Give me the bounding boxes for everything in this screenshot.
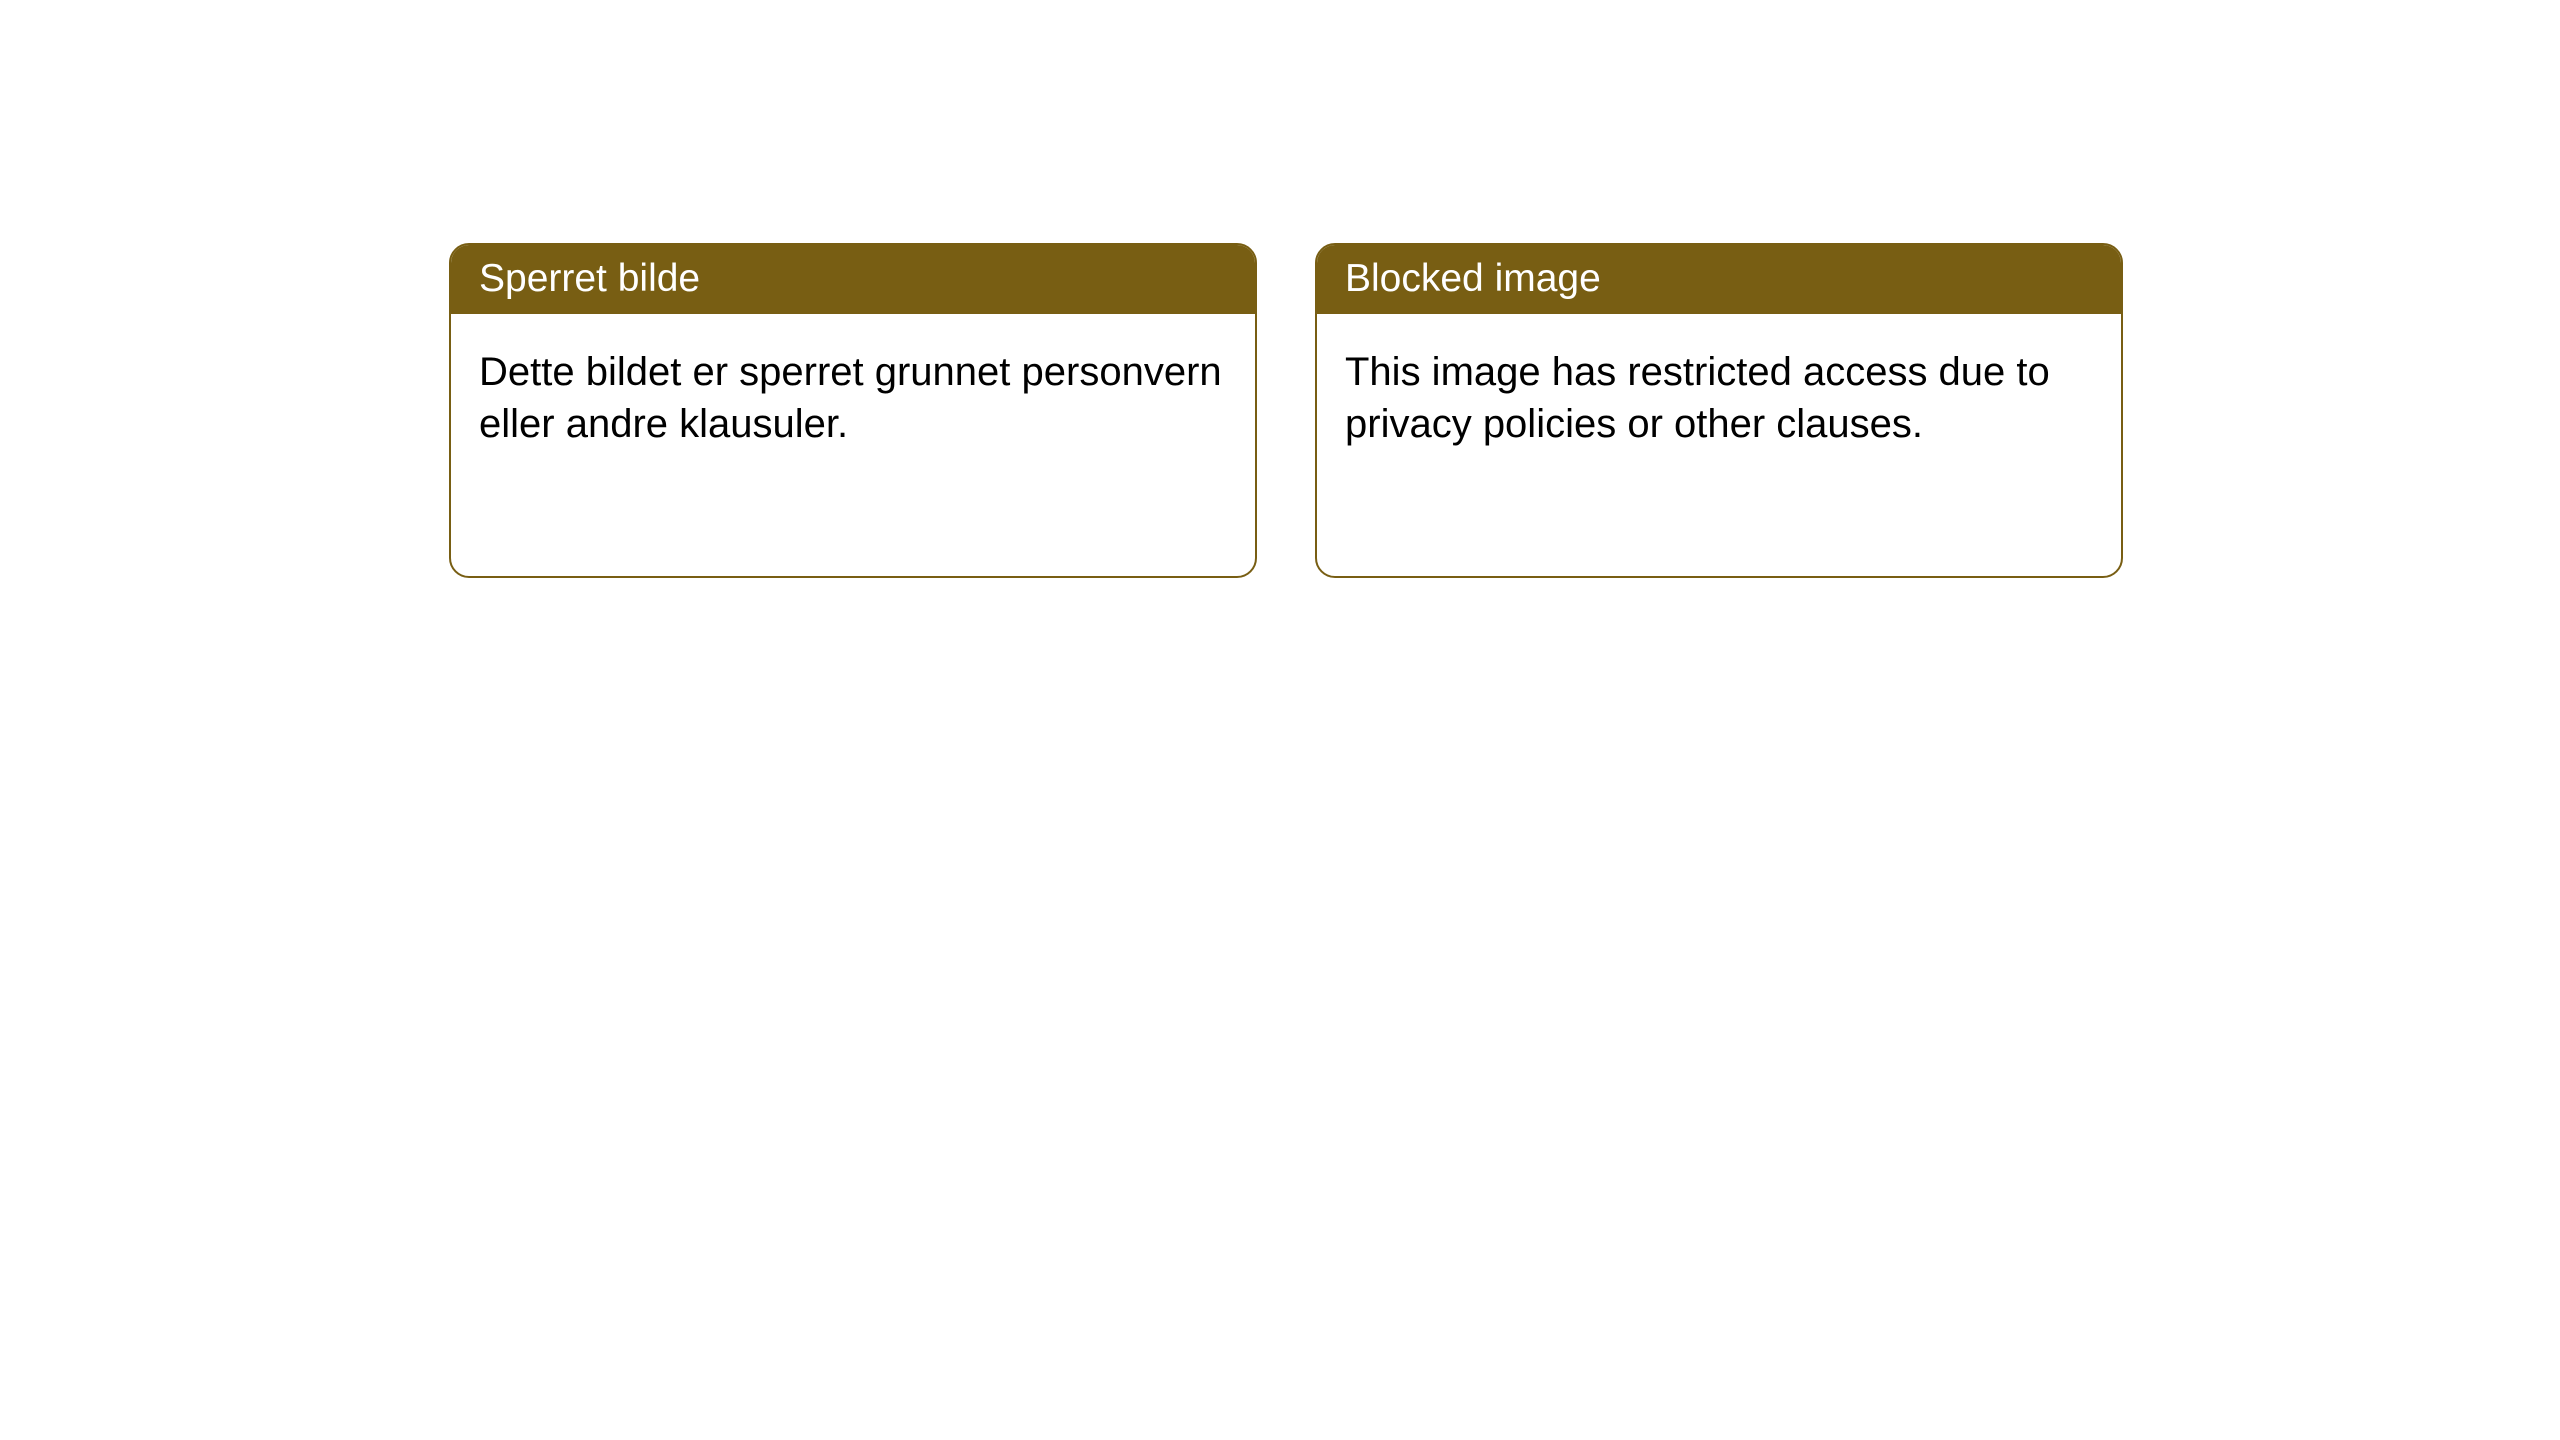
- notice-title-english: Blocked image: [1317, 245, 2121, 314]
- notice-body-english: This image has restricted access due to …: [1317, 314, 2121, 482]
- notice-container: Sperret bilde Dette bildet er sperret gr…: [449, 243, 2123, 578]
- notice-box-norwegian: Sperret bilde Dette bildet er sperret gr…: [449, 243, 1257, 578]
- notice-title-norwegian: Sperret bilde: [451, 245, 1255, 314]
- notice-body-norwegian: Dette bildet er sperret grunnet personve…: [451, 314, 1255, 482]
- notice-box-english: Blocked image This image has restricted …: [1315, 243, 2123, 578]
